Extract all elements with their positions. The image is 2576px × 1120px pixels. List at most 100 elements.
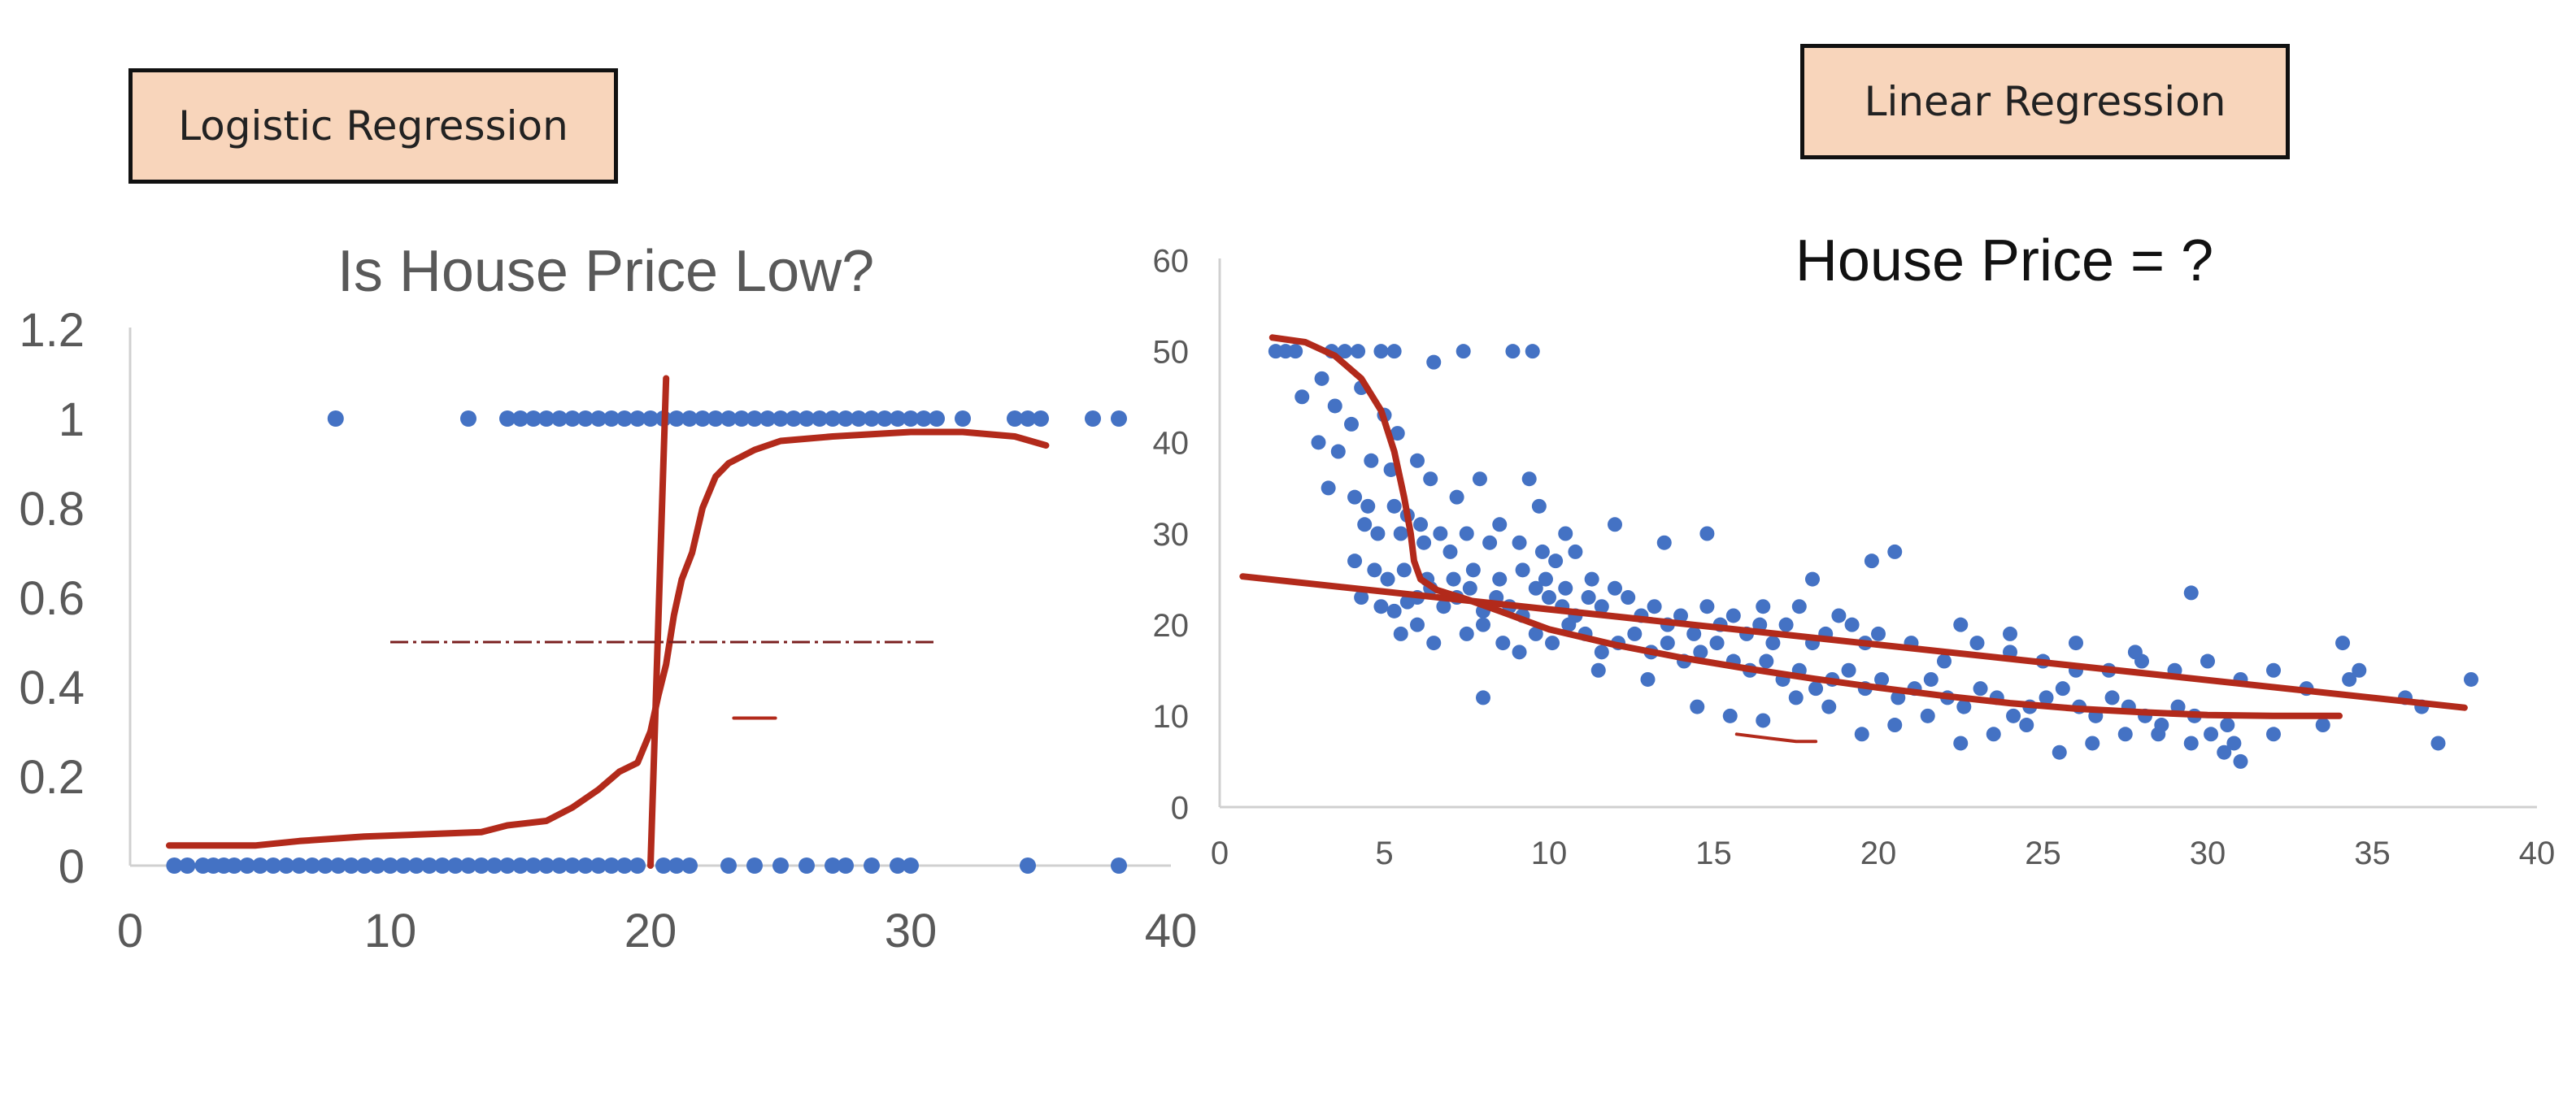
data-point xyxy=(369,857,385,874)
data-point xyxy=(1351,344,1366,359)
data-point xyxy=(499,410,516,427)
data-point xyxy=(851,410,867,427)
y-tick-label: 0.8 xyxy=(19,483,85,536)
data-point xyxy=(1891,690,1906,705)
y-tick-label: 50 xyxy=(1153,335,1190,371)
data-point xyxy=(785,410,802,427)
data-point xyxy=(1831,608,1847,623)
data-point xyxy=(1693,645,1708,660)
data-point xyxy=(1778,617,1794,632)
data-point xyxy=(1512,645,1527,660)
data-point xyxy=(1788,690,1804,705)
data-point xyxy=(1568,544,1583,559)
data-point xyxy=(1456,344,1471,359)
data-point xyxy=(1459,526,1474,541)
data-point xyxy=(2019,718,2034,733)
data-point xyxy=(525,857,542,874)
data-point xyxy=(903,410,919,427)
data-point xyxy=(460,857,476,874)
y-tick-label: 0 xyxy=(1171,790,1189,826)
y-tick-label: 0 xyxy=(59,840,85,893)
data-point xyxy=(1765,636,1781,651)
data-point xyxy=(1660,636,1675,651)
data-point xyxy=(903,857,919,874)
data-point xyxy=(603,857,620,874)
data-point xyxy=(1476,617,1490,632)
data-point xyxy=(746,857,763,874)
data-point xyxy=(2217,744,2232,760)
y-tick-label: 40 xyxy=(1153,426,1190,462)
data-point xyxy=(1295,389,1310,405)
data-point xyxy=(707,410,724,427)
data-point xyxy=(838,410,854,427)
data-point xyxy=(577,857,594,874)
x-tick-label: 25 xyxy=(2025,836,2061,871)
data-point xyxy=(1393,526,1408,541)
data-point xyxy=(2104,690,2120,705)
data-point xyxy=(1111,410,1127,427)
data-point xyxy=(1442,544,1458,559)
data-point xyxy=(473,857,490,874)
data-point xyxy=(1621,590,1636,606)
data-point xyxy=(916,410,932,427)
data-point xyxy=(1521,471,1537,487)
data-point xyxy=(447,857,463,874)
x-tick-label: 0 xyxy=(1211,836,1229,871)
data-point xyxy=(1920,708,1935,723)
data-point xyxy=(1380,571,1395,587)
data-point xyxy=(1492,517,1508,532)
data-point xyxy=(551,410,568,427)
data-point xyxy=(2151,727,2166,742)
data-point xyxy=(629,857,646,874)
data-point xyxy=(1808,681,1824,697)
data-point xyxy=(1386,603,1402,619)
data-point xyxy=(1386,498,1402,514)
data-point xyxy=(1805,571,1820,587)
data-point xyxy=(1007,410,1023,427)
data-point xyxy=(1581,590,1596,606)
data-point xyxy=(877,410,893,427)
data-point xyxy=(1986,727,2001,742)
data-point xyxy=(1347,489,1363,505)
data-point xyxy=(772,410,789,427)
y-tick-label: 0.6 xyxy=(19,572,85,625)
data-point xyxy=(1709,636,1725,651)
data-point xyxy=(681,857,698,874)
data-point xyxy=(2200,653,2215,669)
data-point xyxy=(2134,653,2149,669)
data-point xyxy=(1364,453,1379,468)
data-point xyxy=(2204,727,2219,742)
data-point xyxy=(1360,498,1376,514)
data-point xyxy=(1627,626,1643,641)
data-point xyxy=(1330,444,1346,459)
data-point xyxy=(720,857,737,874)
data-point xyxy=(1887,544,1903,559)
data-point xyxy=(1594,645,1609,660)
data-point xyxy=(1937,653,1952,669)
data-point xyxy=(590,857,607,874)
x-tick-label: 30 xyxy=(2190,836,2226,871)
data-point xyxy=(1699,599,1715,614)
x-tick-label: 5 xyxy=(1375,836,1393,871)
data-point xyxy=(564,857,581,874)
data-point xyxy=(2220,718,2235,733)
data-point xyxy=(746,410,763,427)
data-point xyxy=(512,410,529,427)
data-point xyxy=(2266,662,2281,678)
data-point xyxy=(2342,671,2357,687)
data-point xyxy=(1821,699,1837,714)
data-point xyxy=(759,410,776,427)
data-point xyxy=(2464,671,2478,687)
data-point xyxy=(1594,599,1609,614)
data-point xyxy=(812,410,828,427)
data-point xyxy=(864,410,880,427)
data-point xyxy=(1759,653,1774,669)
data-point xyxy=(382,857,398,874)
data-point xyxy=(1590,662,1606,678)
data-point xyxy=(733,410,750,427)
data-point xyxy=(629,410,646,427)
data-point xyxy=(1561,617,1577,632)
data-point xyxy=(317,857,333,874)
data-point xyxy=(460,410,476,427)
data-point xyxy=(1357,517,1373,532)
